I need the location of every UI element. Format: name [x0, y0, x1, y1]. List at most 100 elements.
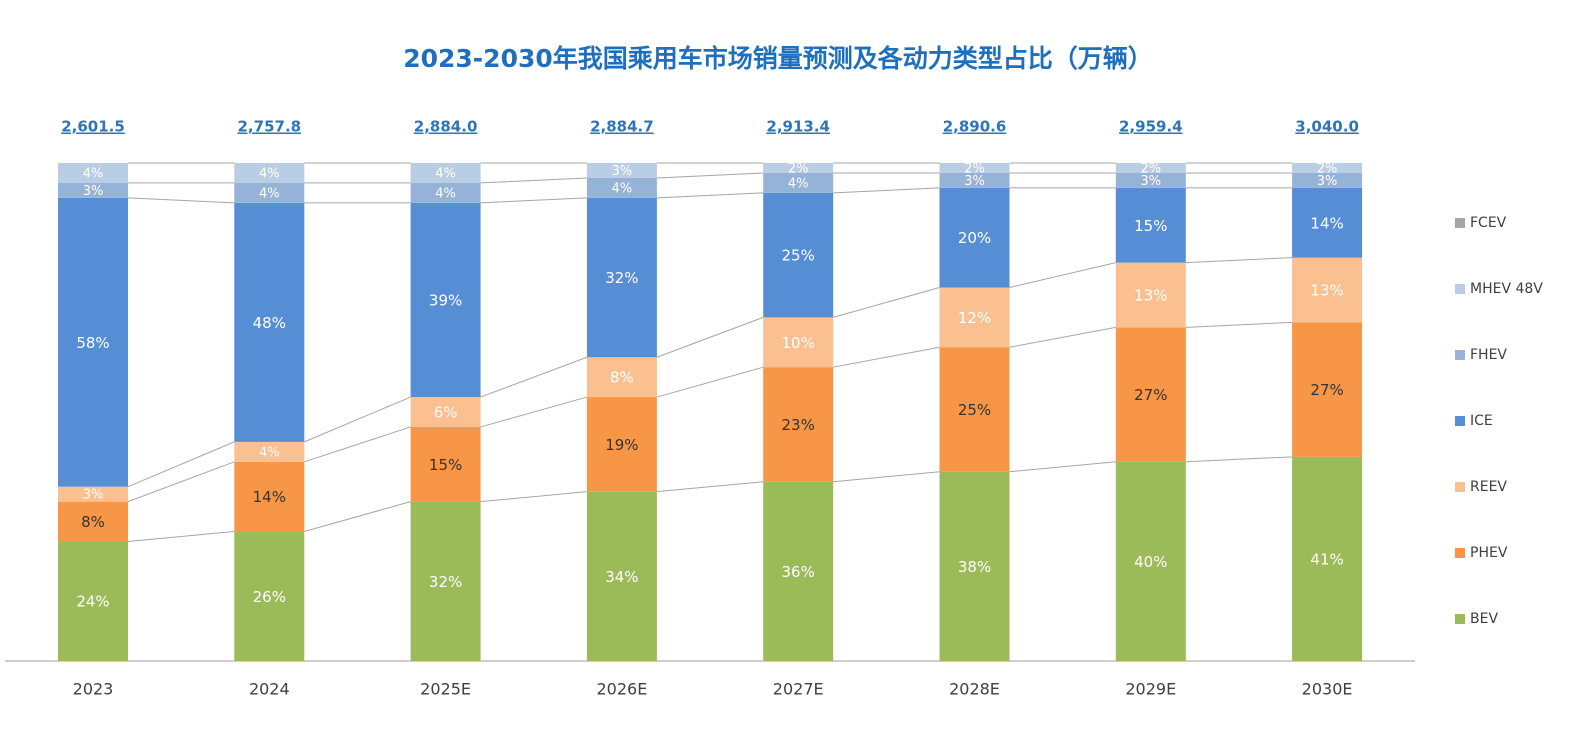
- value-label: 3%: [83, 184, 104, 199]
- connector: [1009, 326, 1116, 348]
- x-tick-label: 2025E: [420, 680, 471, 699]
- connector: [127, 531, 235, 542]
- legend-swatch: [1455, 218, 1465, 228]
- bar-segment: [234, 461, 305, 532]
- bar-segment: [410, 426, 481, 502]
- total-label: 2,959.4: [1119, 118, 1183, 136]
- bar-segment: [763, 481, 834, 661]
- connector: [1009, 461, 1116, 473]
- bar-segment: [1115, 327, 1186, 462]
- connector: [1185, 257, 1293, 264]
- bar-segment: [234, 441, 305, 462]
- total-label: 2,913.4: [766, 118, 830, 136]
- total-label: 2,884.7: [590, 118, 654, 136]
- connector: [656, 172, 764, 179]
- value-label: 4%: [435, 166, 456, 181]
- bar-segment: [58, 182, 128, 198]
- connector: [833, 187, 940, 194]
- bar-segment: [1292, 456, 1363, 661]
- bar-segment: [586, 357, 657, 398]
- connector: [304, 426, 411, 463]
- chart-title: 2023-2030年我国乘用车市场销量预测及各动力类型占比（万辆）: [403, 44, 1153, 73]
- connector: [304, 501, 411, 533]
- value-label: 12%: [958, 309, 991, 327]
- value-label: 13%: [1310, 281, 1343, 299]
- connector: [127, 441, 235, 488]
- value-label: 23%: [782, 416, 815, 434]
- bar-segment: [1292, 172, 1363, 188]
- value-label: 19%: [605, 436, 638, 454]
- bar-segment: [586, 491, 657, 661]
- value-label: 2%: [964, 161, 985, 176]
- total-label: 3,040.0: [1295, 118, 1359, 136]
- value-label: 20%: [958, 229, 991, 247]
- bar-segment: [410, 202, 481, 398]
- value-label: 2%: [788, 161, 809, 176]
- x-tick-label: 2029E: [1125, 680, 1176, 699]
- value-label: 27%: [1134, 386, 1167, 404]
- bar-segment: [586, 397, 657, 492]
- x-tick-label: 2028E: [949, 680, 1000, 699]
- legend-label: ICE: [1470, 413, 1493, 429]
- total-label: 2,757.8: [238, 118, 302, 136]
- bar-segment: [939, 287, 1010, 348]
- legend-label: PHEV: [1470, 545, 1508, 561]
- bar-segment: [939, 172, 1010, 188]
- value-label: 13%: [1134, 286, 1167, 304]
- legend-swatch: [1455, 614, 1465, 624]
- legend-swatch: [1455, 284, 1465, 294]
- connector: [480, 197, 587, 204]
- total-label: 2,884.0: [414, 118, 478, 136]
- legend-label: FHEV: [1470, 347, 1507, 363]
- bar-segment: [1115, 163, 1186, 173]
- value-label: 4%: [435, 186, 456, 201]
- bar-segment: [234, 531, 305, 661]
- connector: [656, 316, 764, 358]
- value-label: 6%: [434, 404, 458, 422]
- total-label: 2,601.5: [61, 118, 125, 136]
- bar-segment: [1115, 461, 1186, 661]
- value-label: 15%: [1134, 217, 1167, 235]
- bar-segment: [763, 172, 834, 193]
- bar-segment: [410, 501, 481, 661]
- value-label: 4%: [259, 166, 280, 181]
- value-label: 3%: [612, 164, 633, 179]
- value-label: 8%: [610, 369, 634, 387]
- bar-segment: [58, 541, 128, 661]
- value-label: 41%: [1310, 550, 1343, 568]
- value-label: 4%: [788, 176, 809, 191]
- legend-swatch: [1455, 548, 1465, 558]
- total-label: 2,890.6: [943, 118, 1007, 136]
- bar-segment: [410, 182, 481, 203]
- legend-swatch: [1455, 482, 1465, 492]
- value-label: 14%: [253, 488, 286, 506]
- value-label: 10%: [782, 334, 815, 352]
- bar-segment: [939, 187, 1010, 288]
- value-label: 4%: [83, 166, 104, 181]
- bar-segment: [1115, 187, 1186, 263]
- value-label: 48%: [253, 314, 286, 332]
- bar-segment: [763, 192, 834, 318]
- bar-segment: [234, 202, 305, 442]
- x-tick-label: 2030E: [1302, 680, 1353, 699]
- legend-swatch: [1455, 416, 1465, 426]
- bar-segment: [234, 182, 305, 203]
- connector: [480, 356, 588, 398]
- legend-label: MHEV 48V: [1470, 281, 1543, 297]
- bar-segment: [586, 197, 657, 358]
- bar-segment: [410, 163, 481, 183]
- connector: [127, 197, 235, 204]
- x-tick-label: 2026E: [596, 680, 647, 699]
- value-label: 8%: [81, 513, 105, 531]
- value-label: 38%: [958, 558, 991, 576]
- bar-segment: [1115, 262, 1186, 328]
- x-tick-label: 2027E: [773, 680, 824, 699]
- connector: [480, 177, 587, 184]
- value-label: 4%: [259, 186, 280, 201]
- value-label: 2%: [1317, 161, 1338, 176]
- value-label: 40%: [1134, 553, 1167, 571]
- bar-segment: [939, 163, 1010, 173]
- value-label: 3%: [1317, 174, 1338, 189]
- value-label: 26%: [253, 588, 286, 606]
